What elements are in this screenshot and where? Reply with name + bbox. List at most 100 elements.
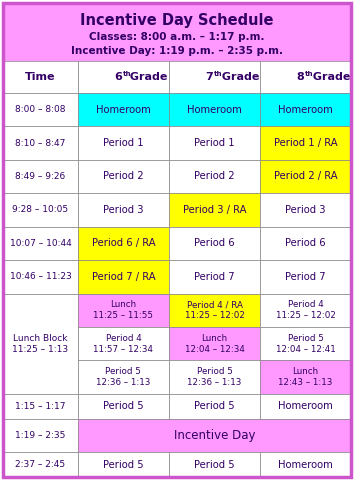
Bar: [260, 193, 351, 227]
Text: Homeroom: Homeroom: [278, 459, 333, 469]
Bar: [3, 193, 78, 227]
Bar: [3, 294, 78, 394]
Text: 2:37 – 2:45: 2:37 – 2:45: [15, 460, 65, 469]
Text: Period 4
11:25 – 12:02: Period 4 11:25 – 12:02: [276, 300, 336, 320]
Text: Period 1: Period 1: [194, 138, 235, 148]
Text: 1:15 – 1:17: 1:15 – 1:17: [15, 402, 65, 411]
Text: 8:10 – 8:47: 8:10 – 8:47: [15, 139, 65, 147]
Bar: [3, 93, 78, 126]
Text: 7: 7: [206, 72, 213, 82]
Text: 10:07 – 10:44: 10:07 – 10:44: [10, 239, 71, 248]
Bar: [260, 452, 351, 477]
Bar: [78, 360, 169, 394]
Text: Period 1 / RA: Period 1 / RA: [274, 138, 337, 148]
Text: 8: 8: [297, 72, 304, 82]
Bar: [169, 452, 260, 477]
Text: Homeroom: Homeroom: [278, 401, 333, 411]
Text: Period 7 / RA: Period 7 / RA: [92, 272, 155, 282]
Text: 10:46 – 11:23: 10:46 – 11:23: [10, 272, 71, 281]
Text: 1:19 – 2:35: 1:19 – 2:35: [15, 431, 65, 440]
Bar: [260, 93, 351, 126]
Bar: [78, 93, 169, 126]
Bar: [78, 452, 169, 477]
Text: 8:00 – 8:08: 8:00 – 8:08: [15, 105, 65, 114]
Bar: [169, 93, 260, 126]
Bar: [260, 61, 351, 93]
Text: Lunch
12:04 – 12:34: Lunch 12:04 – 12:34: [185, 334, 245, 354]
Text: Period 6: Period 6: [194, 239, 235, 248]
Bar: [169, 160, 260, 193]
Text: Period 5: Period 5: [194, 459, 235, 469]
Text: Period 3: Period 3: [285, 205, 326, 215]
Text: Period 2: Period 2: [194, 171, 235, 181]
Bar: [78, 126, 169, 160]
Text: th: th: [213, 71, 222, 77]
Bar: [78, 160, 169, 193]
Bar: [78, 394, 169, 419]
Bar: [3, 61, 78, 93]
Bar: [3, 227, 78, 260]
Text: Period 6: Period 6: [285, 239, 326, 248]
Text: Period 7: Period 7: [285, 272, 326, 282]
Bar: [78, 260, 169, 294]
Text: th: th: [122, 71, 131, 77]
Text: Lunch
11:25 – 11:55: Lunch 11:25 – 11:55: [93, 300, 153, 320]
Text: Period 5
12:36 – 1:13: Period 5 12:36 – 1:13: [187, 367, 242, 387]
Bar: [169, 360, 260, 394]
Text: Homeroom: Homeroom: [96, 105, 151, 115]
Bar: [78, 327, 169, 360]
Text: Incentive Day Schedule: Incentive Day Schedule: [80, 13, 274, 28]
Text: Time: Time: [25, 72, 56, 82]
Bar: [260, 327, 351, 360]
Bar: [3, 452, 78, 477]
Bar: [3, 260, 78, 294]
Text: Period 3 / RA: Period 3 / RA: [183, 205, 246, 215]
Bar: [169, 61, 260, 93]
Bar: [169, 227, 260, 260]
Text: Period 5: Period 5: [194, 401, 235, 411]
Text: Homeroom: Homeroom: [187, 105, 242, 115]
Text: Grade: Grade: [309, 72, 350, 82]
Bar: [3, 394, 78, 419]
Text: 8:49 – 9:26: 8:49 – 9:26: [15, 172, 65, 181]
Text: Grade: Grade: [126, 72, 168, 82]
Text: Classes: 8:00 a.m. – 1:17 p.m.: Classes: 8:00 a.m. – 1:17 p.m.: [89, 32, 265, 42]
Bar: [78, 227, 169, 260]
Text: Homeroom: Homeroom: [278, 105, 333, 115]
Bar: [260, 360, 351, 394]
Bar: [260, 227, 351, 260]
Text: Period 5
12:04 – 12:41: Period 5 12:04 – 12:41: [276, 334, 336, 354]
Text: Incentive Day: 1:19 p.m. – 2:35 p.m.: Incentive Day: 1:19 p.m. – 2:35 p.m.: [71, 46, 283, 56]
Text: Period 3: Period 3: [103, 205, 144, 215]
Bar: [260, 394, 351, 419]
Text: Period 4 / RA
11:25 – 12:02: Period 4 / RA 11:25 – 12:02: [185, 300, 245, 320]
Text: 6: 6: [114, 72, 122, 82]
Text: Grade: Grade: [218, 72, 259, 82]
Bar: [169, 294, 260, 327]
Bar: [78, 193, 169, 227]
Bar: [260, 160, 351, 193]
Bar: [78, 294, 169, 327]
Text: Lunch Block
11:25 – 1:13: Lunch Block 11:25 – 1:13: [12, 334, 68, 354]
Text: Period 7: Period 7: [194, 272, 235, 282]
Text: Period 1: Period 1: [103, 138, 144, 148]
Text: Period 2: Period 2: [103, 171, 144, 181]
Text: Incentive Day: Incentive Day: [174, 429, 255, 442]
Bar: [78, 419, 351, 452]
Bar: [260, 126, 351, 160]
Bar: [3, 126, 78, 160]
Text: Period 5
12:36 – 1:13: Period 5 12:36 – 1:13: [96, 367, 150, 387]
Text: 9:28 – 10:05: 9:28 – 10:05: [12, 205, 68, 215]
Text: Period 2 / RA: Period 2 / RA: [274, 171, 337, 181]
Bar: [260, 260, 351, 294]
Bar: [169, 327, 260, 360]
Bar: [169, 394, 260, 419]
Bar: [3, 160, 78, 193]
Bar: [169, 260, 260, 294]
Bar: [169, 126, 260, 160]
Bar: [260, 294, 351, 327]
Text: Period 5: Period 5: [103, 401, 144, 411]
Text: Lunch
12:43 – 1:13: Lunch 12:43 – 1:13: [278, 367, 333, 387]
Bar: [169, 193, 260, 227]
Text: Period 5: Period 5: [103, 459, 144, 469]
